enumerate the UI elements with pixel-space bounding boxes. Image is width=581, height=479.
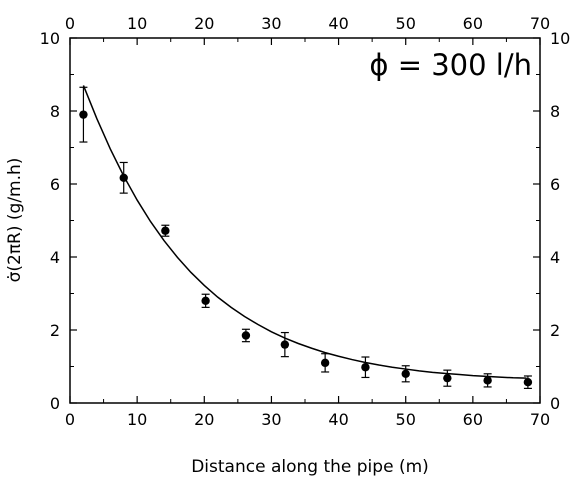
x-tick-label-top: 0 xyxy=(65,14,75,33)
x-tick-label-top: 70 xyxy=(530,14,550,33)
data-point xyxy=(201,296,210,305)
data-point xyxy=(320,358,330,368)
x-tick-label-top: 20 xyxy=(194,14,214,33)
x-tick-label-bottom: 60 xyxy=(463,410,483,429)
data-point xyxy=(523,377,533,387)
x-axis-label: Distance along the pipe (m) xyxy=(191,457,429,477)
y-axis-label: σ̇(2πR) (g/m.h) xyxy=(5,158,25,283)
x-tick-label-bottom: 50 xyxy=(396,410,416,429)
data-point xyxy=(443,373,452,383)
x-tick-label-top: 30 xyxy=(261,14,281,33)
data-point xyxy=(79,110,88,119)
data-point xyxy=(483,376,492,385)
y-tick-label-right: 2 xyxy=(550,321,560,340)
data-point xyxy=(119,173,128,182)
y-tick-label-left: 10 xyxy=(40,29,60,48)
x-tick-label-bottom: 0 xyxy=(65,410,75,429)
error-bars xyxy=(79,86,532,389)
y-tick-label-left: 6 xyxy=(50,175,60,194)
data-point xyxy=(401,369,410,378)
x-tick-label-top: 10 xyxy=(127,14,147,33)
data-points xyxy=(79,110,533,387)
y-tick-label-right: 0 xyxy=(550,394,560,413)
x-tick-label-top: 50 xyxy=(396,14,416,33)
flow-annotation: ϕ = 300 l/h xyxy=(369,48,532,82)
x-tick-label-top: 60 xyxy=(463,14,483,33)
data-point xyxy=(161,226,170,235)
y-tick-label-left: 2 xyxy=(50,321,60,340)
y-tick-label-left: 4 xyxy=(50,248,60,267)
y-tick-label-right: 4 xyxy=(550,248,560,267)
y-tick-label-left: 8 xyxy=(50,102,60,121)
x-tick-label-bottom: 70 xyxy=(530,410,550,429)
fit-curve xyxy=(82,85,527,379)
y-tick-label-right: 10 xyxy=(550,29,570,48)
y-tick-label-right: 6 xyxy=(550,175,560,194)
x-tick-label-bottom: 20 xyxy=(194,410,214,429)
data-point xyxy=(280,340,290,349)
y-tick-label-left: 0 xyxy=(50,394,60,413)
x-tick-label-top: 40 xyxy=(328,14,348,33)
plot-frame xyxy=(69,37,541,404)
data-point xyxy=(241,331,251,340)
x-tick-label-bottom: 30 xyxy=(261,410,281,429)
axis-ticks xyxy=(69,37,541,404)
y-tick-label-right: 8 xyxy=(550,102,560,121)
data-point xyxy=(361,363,370,372)
x-tick-label-bottom: 10 xyxy=(127,410,147,429)
x-tick-label-bottom: 40 xyxy=(328,410,348,429)
